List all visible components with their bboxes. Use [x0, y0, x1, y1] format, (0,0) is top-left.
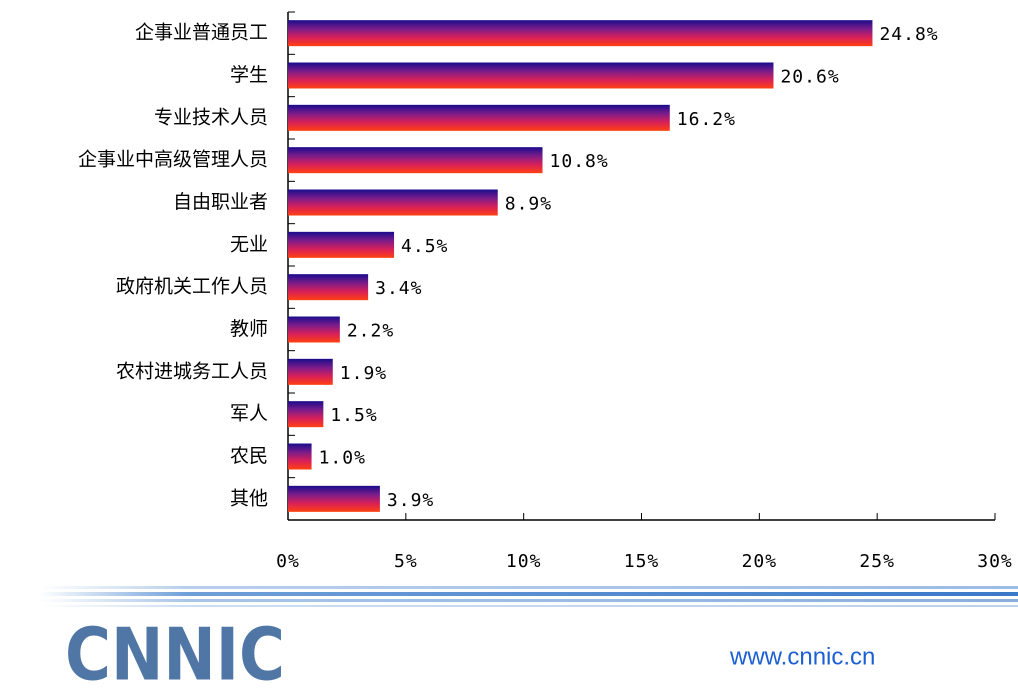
y-tick-label: 教师 [230, 318, 268, 340]
bar [288, 62, 774, 89]
data-label: 3.4% [375, 278, 422, 299]
x-tick-label: 0% [276, 551, 300, 572]
bar [288, 485, 380, 512]
footer-rule [40, 586, 1018, 607]
data-label: 20.6% [780, 67, 839, 88]
y-tick-label: 企事业中高级管理人员 [78, 149, 268, 171]
y-tick-label: 自由职业者 [173, 191, 268, 213]
bar [288, 20, 873, 47]
bar [288, 147, 543, 174]
data-label: 24.8% [879, 24, 938, 45]
y-tick-label: 其他 [230, 487, 268, 509]
x-tick-label: 30% [977, 551, 1013, 572]
data-label: 8.9% [505, 194, 552, 215]
logo: CNNIC [65, 613, 285, 697]
data-label: 16.2% [677, 109, 736, 130]
y-tick-label: 企事业普通员工 [135, 22, 268, 44]
x-tick-label: 10% [506, 551, 542, 572]
data-label: 1.0% [319, 448, 366, 469]
data-label: 3.9% [387, 490, 434, 511]
y-tick-label: 学生 [230, 64, 268, 86]
data-label: 2.2% [347, 321, 394, 342]
bar [288, 274, 369, 301]
data-label: 10.8% [550, 151, 609, 172]
y-tick-label: 政府机关工作人员 [116, 276, 268, 298]
x-tick-label: 25% [859, 551, 895, 572]
y-tick-label: 军人 [230, 403, 268, 425]
x-tick-label: 20% [742, 551, 778, 572]
bar [288, 401, 324, 428]
y-tick-label: 无业 [230, 233, 268, 255]
url: www.cnnic.cn [729, 643, 875, 670]
y-tick-label: 农村进城务工人员 [116, 360, 268, 382]
y-tick-label: 专业技术人员 [154, 106, 268, 128]
bar [288, 104, 670, 131]
bar [288, 358, 333, 385]
x-tick-label: 5% [394, 551, 418, 572]
data-label: 1.5% [330, 405, 377, 426]
bar [288, 189, 498, 216]
y-tick-label: 农民 [230, 445, 268, 467]
bar [288, 443, 312, 470]
bar [288, 231, 395, 258]
bar [288, 316, 340, 343]
data-label: 4.5% [401, 236, 448, 257]
data-label: 1.9% [340, 363, 387, 384]
x-tick-label: 15% [624, 551, 660, 572]
